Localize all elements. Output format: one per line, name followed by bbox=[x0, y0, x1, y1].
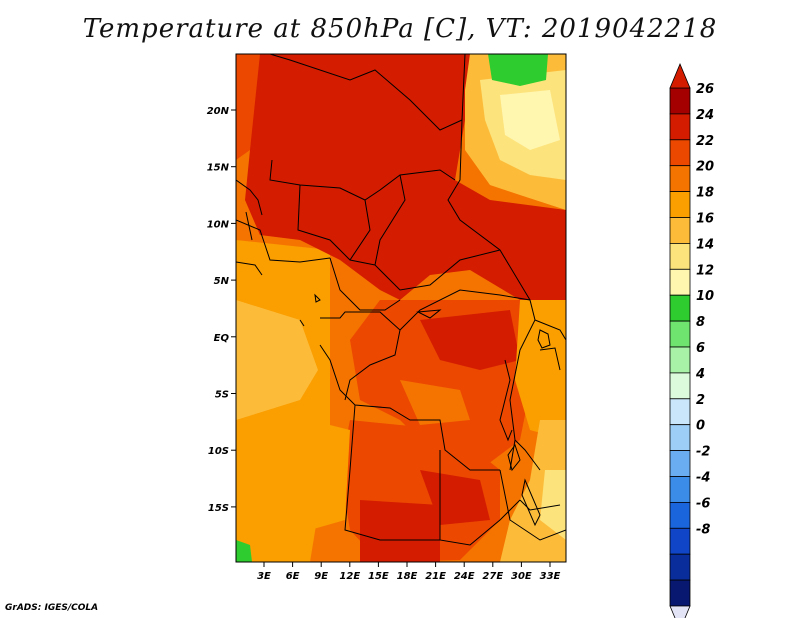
lon-label: 18E bbox=[397, 571, 418, 582]
colorbar-label: 16 bbox=[696, 212, 714, 227]
colorbar-label: 26 bbox=[696, 82, 714, 97]
lat-label: 5S bbox=[215, 390, 229, 401]
colorbar-label: 22 bbox=[696, 134, 714, 149]
lon-label: 27E bbox=[482, 571, 503, 582]
colorbar-label: 12 bbox=[696, 263, 714, 278]
lon-label: 33E bbox=[540, 571, 561, 582]
lon-label: 3E bbox=[257, 571, 271, 582]
latitude-axis: 20N 15N 10N 5N EQ 5S 10S 15S bbox=[207, 106, 236, 514]
colorbar-label: -6 bbox=[696, 496, 710, 511]
colorbar-segment bbox=[669, 165, 691, 192]
lat-label: 5N bbox=[214, 276, 230, 287]
lon-label: 21E bbox=[425, 571, 446, 582]
colorbar-bottom-triangle bbox=[669, 605, 691, 618]
colorbar-label: -8 bbox=[696, 522, 710, 537]
colorbar-segment bbox=[669, 450, 691, 477]
colorbar-segment bbox=[669, 527, 691, 555]
colorbar-segment bbox=[669, 476, 691, 503]
colorbar-label: 8 bbox=[696, 315, 705, 330]
colorbar-segment bbox=[669, 579, 691, 607]
lon-label: 9E bbox=[314, 571, 328, 582]
colorbar-label: 18 bbox=[696, 186, 714, 201]
colorbar-label: 4 bbox=[695, 367, 705, 382]
colorbar-segment bbox=[669, 113, 691, 141]
colorbar-segment bbox=[669, 372, 691, 400]
colorbar-label: 24 bbox=[696, 108, 714, 123]
colorbar-segment bbox=[669, 242, 691, 270]
lat-label: 10N bbox=[207, 219, 230, 230]
lat-label: 10S bbox=[208, 446, 229, 457]
colorbar-label: 14 bbox=[696, 237, 714, 252]
colorbar-segment bbox=[669, 87, 691, 115]
colorbar-segment bbox=[669, 320, 691, 348]
colorbar-segment bbox=[669, 294, 691, 322]
colorbar-label: 2 bbox=[696, 393, 705, 408]
colorbar-segment bbox=[669, 139, 691, 167]
colorbar-segment bbox=[669, 553, 691, 581]
map-frame bbox=[235, 53, 567, 563]
lon-label: 6E bbox=[286, 571, 300, 582]
colorbar-label: 10 bbox=[696, 289, 714, 304]
colorbar-segment bbox=[669, 191, 691, 218]
longitude-axis: 3E 6E 9E 12E 15E 18E 21E 24E 27E 30E 33E bbox=[257, 562, 561, 582]
colorbar-segment bbox=[669, 217, 691, 244]
lon-label: 30E bbox=[511, 571, 532, 582]
colorbar-segment bbox=[669, 424, 691, 452]
colorbar-label: 6 bbox=[696, 341, 705, 356]
lon-label: 24E bbox=[454, 571, 475, 582]
colorbar-segment bbox=[669, 346, 691, 374]
lon-label: 12E bbox=[339, 571, 360, 582]
lon-label: 15E bbox=[368, 571, 389, 582]
colorbar-label: 0 bbox=[696, 419, 705, 434]
lat-label: 15N bbox=[207, 163, 230, 174]
colorbar-label: -2 bbox=[696, 445, 710, 460]
map-title: Temperature at 850hPa [C], VT: 201904221… bbox=[82, 14, 718, 44]
colorbar-label: -4 bbox=[696, 471, 710, 486]
lat-label: 15S bbox=[208, 503, 229, 514]
temperature-field bbox=[236, 54, 566, 562]
colorbar-segment bbox=[669, 501, 691, 529]
colorbar-label: 20 bbox=[696, 160, 714, 175]
lat-label: 20N bbox=[207, 106, 230, 117]
grads-credit: GrADS: IGES/COLA bbox=[5, 603, 99, 613]
colorbar-segment bbox=[669, 398, 691, 426]
lat-label: EQ bbox=[214, 333, 230, 344]
colorbar-top-triangle bbox=[669, 62, 691, 89]
colorbar-segment bbox=[669, 268, 691, 296]
country-borders bbox=[236, 54, 566, 546]
